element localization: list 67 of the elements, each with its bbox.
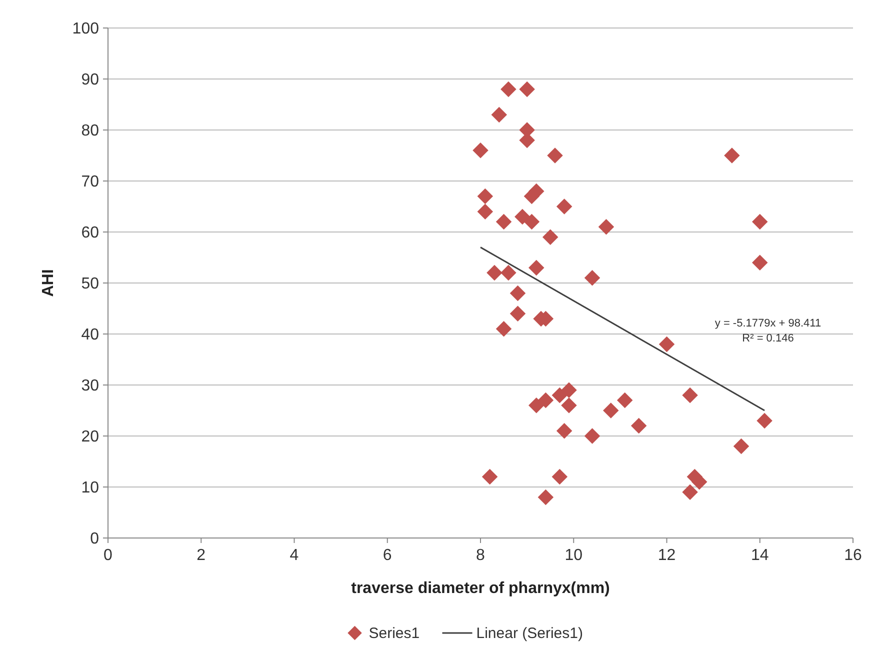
point	[496, 321, 512, 337]
point	[477, 204, 494, 220]
point	[752, 254, 768, 270]
point	[724, 148, 740, 164]
x-tick-label: 12	[658, 547, 676, 564]
point	[584, 270, 600, 286]
point	[556, 423, 572, 439]
y-tick-label: 50	[81, 276, 100, 293]
point	[752, 214, 768, 230]
x-tick-label: 8	[476, 547, 486, 564]
point	[552, 387, 568, 404]
x-tick-label: 10	[564, 547, 583, 564]
legend-label: Linear (Series1)	[476, 625, 583, 642]
y-tick-label: 20	[81, 428, 100, 446]
x-axis-title: traverse diameter of pharnyx(mm)	[351, 580, 610, 597]
x-tick-label: 14	[750, 547, 769, 564]
point	[561, 398, 577, 414]
point	[496, 214, 512, 230]
point	[500, 264, 516, 281]
point	[658, 336, 675, 352]
x-tick-label: 2	[196, 547, 206, 564]
y-tick-label: 80	[81, 122, 100, 140]
point	[733, 438, 750, 454]
point	[630, 418, 647, 434]
point	[603, 402, 619, 418]
point	[682, 387, 698, 404]
annotation: y = -5.1779x + 98.411	[714, 317, 822, 330]
annotation: R² = 0.146	[742, 332, 794, 344]
y-tick-label: 100	[72, 20, 100, 38]
point	[547, 148, 563, 164]
point	[514, 208, 530, 225]
x-tick-label: 0	[104, 547, 113, 564]
point	[538, 392, 554, 408]
point	[528, 398, 544, 414]
point	[538, 489, 554, 506]
point	[472, 142, 488, 158]
point	[556, 198, 572, 214]
point	[682, 484, 698, 500]
point	[510, 306, 526, 322]
point	[519, 81, 535, 98]
point	[756, 412, 772, 429]
y-tick-label: 40	[81, 326, 100, 344]
y-axis-title: AHI	[40, 269, 57, 297]
point	[524, 214, 540, 230]
point	[510, 285, 526, 302]
point	[561, 382, 577, 398]
point	[500, 81, 516, 98]
point	[482, 468, 498, 485]
x-tick-label: 16	[844, 547, 862, 564]
point	[491, 106, 507, 123]
y-tick-label: 90	[81, 72, 100, 89]
point	[616, 392, 633, 408]
point	[477, 188, 494, 204]
point	[528, 260, 544, 276]
point	[598, 219, 614, 235]
y-tick-label: 10	[81, 480, 100, 497]
point	[584, 428, 600, 444]
y-tick-label: 0	[90, 530, 100, 548]
point	[552, 468, 568, 485]
y-tick-label: 60	[81, 224, 100, 242]
y-tick-label: 70	[81, 174, 100, 191]
x-tick-label: 6	[382, 547, 392, 564]
y-tick-label: 30	[81, 378, 100, 395]
point	[542, 229, 558, 245]
x-tick-label: 4	[290, 547, 299, 564]
point	[486, 264, 502, 281]
legend-label: Series1	[368, 625, 420, 642]
